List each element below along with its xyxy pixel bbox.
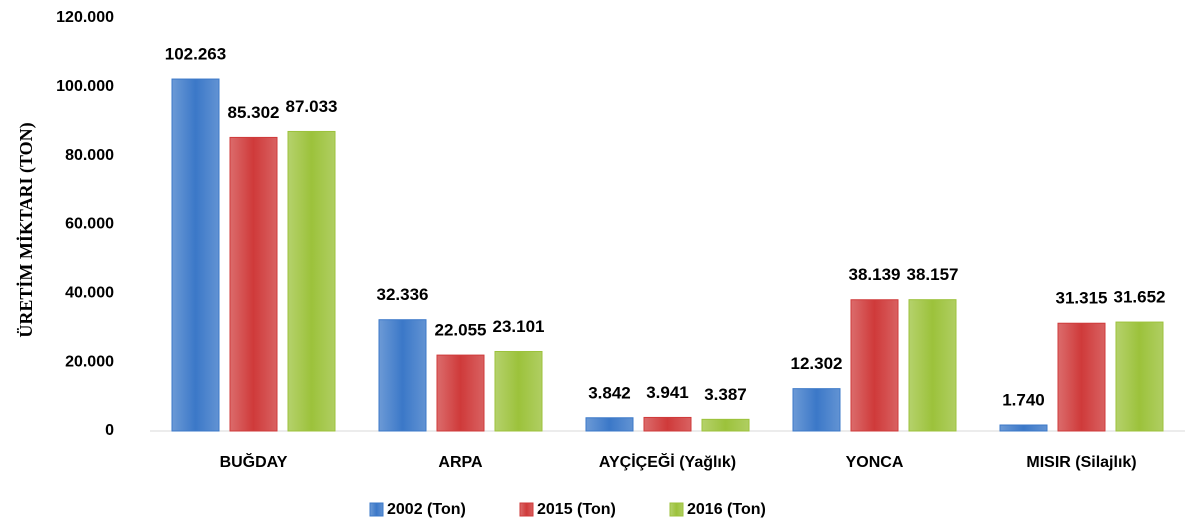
- y-tick-label: 20.000: [65, 353, 114, 370]
- y-tick-label: 40.000: [65, 285, 114, 302]
- legend-swatch: [369, 502, 384, 517]
- data-label: 3.941: [646, 383, 689, 402]
- bar: [171, 78, 220, 432]
- bar: [436, 354, 485, 432]
- data-label: 102.263: [165, 45, 226, 64]
- bar: [229, 136, 278, 432]
- data-label: 38.157: [907, 265, 959, 284]
- x-tick-label: MISIR (Silajlık): [1026, 454, 1136, 471]
- x-tick-label: AYÇİÇEĞİ (Yağlık): [599, 452, 736, 471]
- bar: [585, 417, 634, 432]
- x-tick-label: YONCA: [846, 454, 904, 471]
- bar: [643, 416, 692, 432]
- legend-label: 2016 (Ton): [687, 501, 766, 518]
- bar: [1115, 321, 1164, 432]
- y-tick-label: 80.000: [65, 147, 114, 164]
- legend-label: 2015 (Ton): [537, 501, 616, 518]
- bar: [287, 130, 336, 432]
- bar: [494, 350, 543, 432]
- data-label: 1.740: [1002, 390, 1045, 409]
- bar: [378, 319, 427, 432]
- y-tick-label: 120.000: [56, 9, 114, 26]
- bar: [1057, 322, 1106, 432]
- bar: [850, 299, 899, 432]
- bar: [701, 418, 750, 432]
- data-label: 31.652: [1114, 288, 1166, 307]
- x-tick-label: BUĞDAY: [220, 452, 288, 471]
- legend-label: 2002 (Ton): [387, 501, 466, 518]
- data-label: 87.033: [286, 97, 338, 116]
- legend-swatch: [669, 502, 684, 517]
- data-label: 22.055: [435, 321, 487, 340]
- data-label: 12.302: [791, 354, 843, 373]
- data-label: 85.302: [228, 103, 280, 122]
- y-axis-title: ÜRETİM MİKTARI (TON): [16, 122, 37, 337]
- y-tick-label: 100.000: [56, 78, 114, 95]
- bar: [908, 299, 957, 432]
- data-label: 32.336: [377, 285, 429, 304]
- y-tick-label: 60.000: [65, 216, 114, 233]
- y-tick-label: 0: [105, 422, 114, 439]
- bar: [999, 424, 1048, 432]
- data-label: 31.315: [1056, 289, 1108, 308]
- data-label: 38.139: [849, 265, 901, 284]
- data-label: 23.101: [493, 317, 545, 336]
- data-label: 3.842: [588, 383, 631, 402]
- bar: [792, 388, 841, 432]
- data-label: 3.387: [704, 385, 747, 404]
- x-tick-label: ARPA: [438, 454, 483, 471]
- legend-swatch: [519, 502, 534, 517]
